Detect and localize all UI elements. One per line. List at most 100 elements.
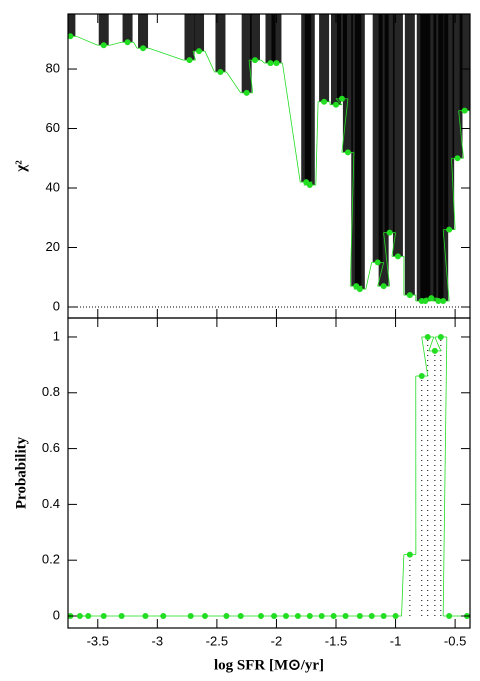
point-cloud — [184, 14, 194, 60]
min-point — [77, 613, 83, 619]
x-tick-label: -1 — [390, 633, 402, 648]
x-tick-label: -3.5 — [87, 633, 109, 648]
x-tick-label: -2.5 — [206, 633, 228, 648]
min-point — [357, 286, 363, 292]
min-point — [381, 283, 387, 289]
min-point — [339, 96, 345, 102]
min-point — [369, 613, 375, 619]
y-tick-label: 40 — [46, 179, 60, 194]
min-point — [217, 69, 223, 75]
point-cloud — [99, 14, 109, 45]
step-connector — [226, 72, 240, 93]
point-cloud — [319, 14, 329, 102]
min-point — [345, 149, 351, 155]
step-connector — [261, 60, 264, 63]
min-point — [101, 613, 107, 619]
min-point — [407, 552, 413, 558]
y-tick-label: 0.2 — [42, 552, 60, 567]
min-point — [321, 99, 327, 105]
step-connector — [422, 337, 428, 376]
min-point — [119, 613, 125, 619]
min-point — [160, 613, 166, 619]
y-tick-label: 1 — [53, 328, 60, 343]
min-point — [331, 613, 337, 619]
x-axis-label: log SFR [M⊙/yr] — [214, 657, 324, 673]
min-point — [428, 295, 434, 301]
min-point — [407, 292, 413, 298]
min-point — [307, 182, 313, 188]
min-point — [333, 102, 339, 108]
min-point — [474, 613, 480, 619]
min-point — [186, 57, 192, 63]
point-cloud — [393, 14, 403, 256]
step-connector — [443, 337, 447, 616]
x-tick-label: -1.5 — [325, 633, 347, 648]
min-point — [244, 90, 250, 96]
step-connector — [76, 36, 97, 45]
y-tick-label: 20 — [46, 239, 60, 254]
min-point — [273, 60, 279, 66]
point-cloud — [194, 14, 204, 51]
min-point — [454, 155, 460, 161]
step-connector — [205, 51, 214, 72]
min-point — [140, 45, 146, 51]
min-point — [271, 613, 277, 619]
y-tick-label: 0.6 — [42, 440, 60, 455]
point-cloud — [123, 14, 133, 42]
min-point — [188, 613, 194, 619]
point-cloud — [65, 14, 75, 36]
min-point — [393, 613, 399, 619]
min-point — [85, 613, 91, 619]
min-point — [395, 253, 401, 259]
y-tick-label: 0 — [53, 607, 60, 622]
min-point — [223, 613, 229, 619]
step-connector — [316, 102, 318, 185]
min-point — [258, 613, 264, 619]
plot-area — [64, 14, 470, 307]
min-point — [440, 298, 446, 304]
min-point — [446, 227, 452, 233]
y-axis-label: χ² — [13, 160, 29, 173]
point-cloud — [250, 14, 260, 60]
min-point — [357, 613, 363, 619]
x-tick-label: -2 — [271, 633, 283, 648]
y-tick-label: 0 — [53, 298, 60, 313]
min-point — [267, 60, 273, 66]
min-point — [238, 613, 244, 619]
x-tick-label: -0.5 — [444, 633, 466, 648]
y-tick-label: 0.4 — [42, 496, 60, 511]
point-cloud — [405, 14, 415, 295]
min-point — [425, 334, 431, 340]
y-tick-label: 80 — [46, 60, 60, 75]
min-point — [283, 613, 289, 619]
min-point — [319, 613, 325, 619]
step-connector — [282, 63, 300, 182]
min-point — [438, 334, 444, 340]
step-connector — [366, 262, 372, 289]
min-point — [462, 108, 468, 114]
min-point — [295, 613, 301, 619]
min-point — [202, 613, 208, 619]
min-point — [446, 613, 452, 619]
min-point — [252, 57, 258, 63]
min-point — [422, 298, 428, 304]
step-connector — [134, 42, 137, 48]
min-point — [343, 613, 349, 619]
min-point — [375, 259, 381, 265]
step-connector — [149, 48, 183, 60]
min-point — [419, 373, 425, 379]
min-point — [125, 39, 131, 45]
point-cloud — [305, 14, 315, 185]
y-axis-label: Probability — [13, 436, 29, 509]
min-point — [142, 613, 148, 619]
min-point — [387, 230, 393, 236]
min-point — [101, 42, 107, 48]
plot-area — [64, 334, 480, 619]
min-point — [307, 613, 313, 619]
point-cloud — [138, 14, 148, 48]
x-tick-label: -3 — [152, 633, 164, 648]
step-connector — [402, 555, 404, 616]
min-point — [196, 48, 202, 54]
panel-frame — [68, 318, 470, 628]
